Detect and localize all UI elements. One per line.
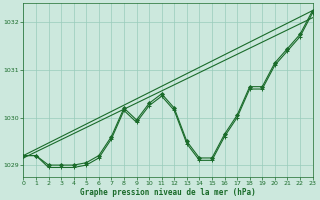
- X-axis label: Graphe pression niveau de la mer (hPa): Graphe pression niveau de la mer (hPa): [80, 188, 256, 197]
